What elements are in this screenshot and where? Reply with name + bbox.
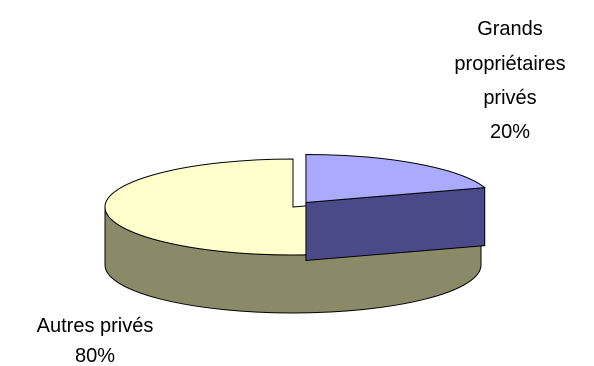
slice-label-line: Autres privés [37, 315, 154, 337]
slice-label-line: propriétaires [454, 53, 565, 75]
slice-label-line: privés [483, 87, 536, 109]
pie-slice [305, 153, 487, 262]
slice-label-line: Grands [477, 18, 543, 40]
slice-value-label: 20% [490, 121, 530, 143]
label-autres-prives: Autres privés 80% [37, 315, 154, 366]
pie-slices [104, 153, 487, 314]
label-grands-proprietaires-prives: Grands propriétaires privés 20% [454, 18, 565, 143]
slice-top-face [305, 153, 487, 204]
slice-value-label: 80% [75, 345, 115, 366]
